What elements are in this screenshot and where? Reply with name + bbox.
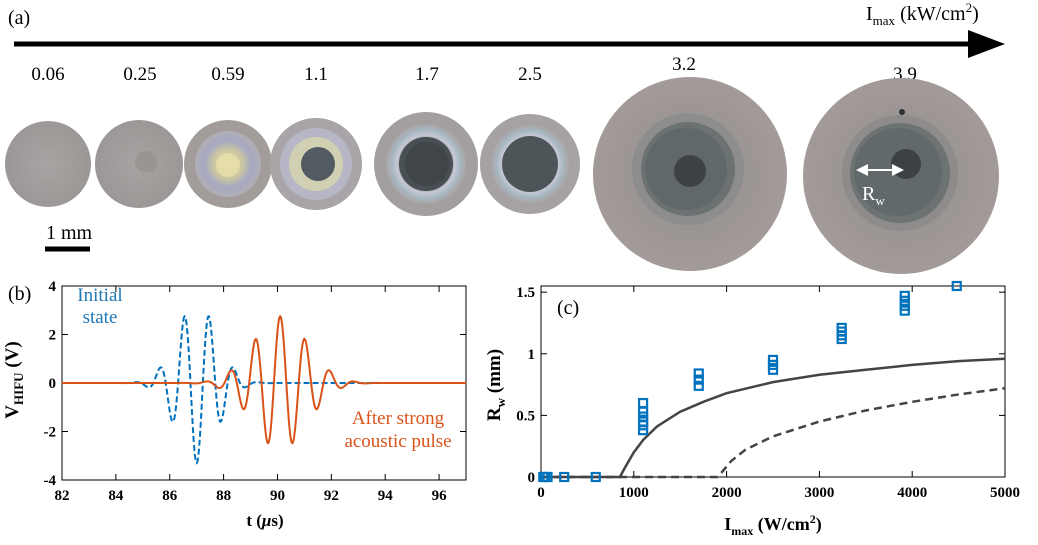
chart-c-ytick-label: 1 bbox=[528, 347, 536, 363]
sample-disc-059 bbox=[184, 120, 272, 208]
chart-b-xtick-label: 96 bbox=[432, 488, 448, 504]
intensity-label: 2.5 bbox=[518, 64, 542, 85]
chart-c-data-point bbox=[693, 368, 704, 379]
chart-b-ytick-label: -4 bbox=[44, 473, 57, 489]
arrow-head-icon bbox=[968, 30, 1005, 58]
chart-b-ytick-label: 0 bbox=[49, 376, 57, 392]
annotation-after-line2: acoustic pulse bbox=[344, 431, 451, 452]
sample-disc-25 bbox=[480, 114, 580, 214]
sample-disc-025 bbox=[95, 120, 183, 208]
sample-disc-32 bbox=[593, 77, 787, 271]
sample-disc-17 bbox=[374, 112, 478, 216]
chart-c-data-point bbox=[836, 322, 847, 333]
chart-c-xtick-label: 4000 bbox=[897, 485, 927, 501]
chart-b-xtick-label: 94 bbox=[378, 488, 394, 504]
chart-c-xtick-label: 0 bbox=[537, 485, 545, 501]
chart-c-ytick-label: 0 bbox=[528, 470, 536, 486]
chart-b-xtick-label: 84 bbox=[108, 488, 124, 504]
chart-c-data-point bbox=[693, 374, 704, 385]
chart-c-data-point bbox=[693, 380, 704, 391]
chart-c-plot-frame bbox=[540, 285, 1006, 478]
chart-b-ytick-label: -2 bbox=[44, 425, 57, 441]
panel-a-label: (a) bbox=[8, 7, 30, 29]
radius-label: Rw bbox=[862, 183, 885, 208]
intensity-label: 0.06 bbox=[31, 64, 64, 85]
intensity-label: 1.7 bbox=[415, 64, 439, 85]
chart-b-ylabel: VHIFU (V) bbox=[2, 341, 26, 418]
scale-bar-label: 1 mm bbox=[46, 222, 93, 244]
chart-b-xtick-label: 92 bbox=[324, 488, 339, 504]
chart-c-xtick-label: 2000 bbox=[712, 485, 742, 501]
annotation-after-line1: After strong bbox=[352, 408, 445, 429]
chart-c-model-curve-solid bbox=[541, 357, 1006, 479]
chart-b-ytick-label: 2 bbox=[49, 328, 57, 344]
chart-b-xlabel: t (μs) bbox=[246, 511, 283, 530]
chart-c-data-point bbox=[590, 471, 601, 483]
chart-c-data-point bbox=[542, 471, 553, 483]
chart-c-xtick-label: 3000 bbox=[804, 485, 834, 501]
chart-c-data-point bbox=[637, 397, 649, 409]
chart-b-xtick-label: 86 bbox=[162, 488, 178, 504]
chart-b-xtick-label: 90 bbox=[270, 488, 285, 504]
chart-b-ytick-label: 4 bbox=[49, 279, 57, 295]
sample-disc-39 bbox=[803, 78, 999, 274]
chart-b-series-after bbox=[62, 314, 466, 445]
chart-c-xtick-label: 1000 bbox=[619, 485, 649, 501]
chart-c-ytick-label: 0.5 bbox=[516, 408, 535, 424]
chart-b: 82 84 86 88 90 92 94 96 -4 -2 0 2 4 bbox=[44, 279, 467, 504]
intensity-label: 0.25 bbox=[123, 64, 156, 85]
sample-disc-006 bbox=[5, 121, 91, 207]
chart-c-xlabel: Imax (W/cm2) bbox=[724, 512, 822, 538]
panel-b-label: (b) bbox=[8, 283, 31, 305]
sample-disc-11 bbox=[270, 118, 362, 210]
chart-c-data-point bbox=[951, 280, 962, 292]
chart-c-ylabel: Rw (mm) bbox=[484, 349, 508, 421]
intensity-label: 3.2 bbox=[672, 54, 696, 75]
annotation-initial-line2: state bbox=[83, 307, 118, 328]
chart-c-data-point bbox=[899, 290, 910, 301]
intensity-label: 0.59 bbox=[211, 64, 244, 85]
chart-c-data-point bbox=[767, 354, 779, 366]
chart-c-model-curve-dashed bbox=[541, 387, 1006, 479]
panel-c-label: (c) bbox=[557, 297, 579, 319]
intensity-label: 1.1 bbox=[304, 64, 328, 85]
intensity-axis-label: Imax (kW/cm2) bbox=[866, 0, 979, 28]
chart-b-xtick-label: 88 bbox=[216, 488, 231, 504]
chart-c: 0 1000 2000 3000 4000 5000 0 0.5 1 1.5 bbox=[516, 280, 1020, 501]
chart-c-xtick-label: 5000 bbox=[990, 485, 1020, 501]
chart-c-ytick-label: 1.5 bbox=[516, 285, 535, 301]
chart-b-xtick-label: 82 bbox=[55, 488, 70, 504]
chart-c-data-point bbox=[559, 471, 570, 483]
annotation-initial-line1: Initial bbox=[77, 285, 122, 306]
